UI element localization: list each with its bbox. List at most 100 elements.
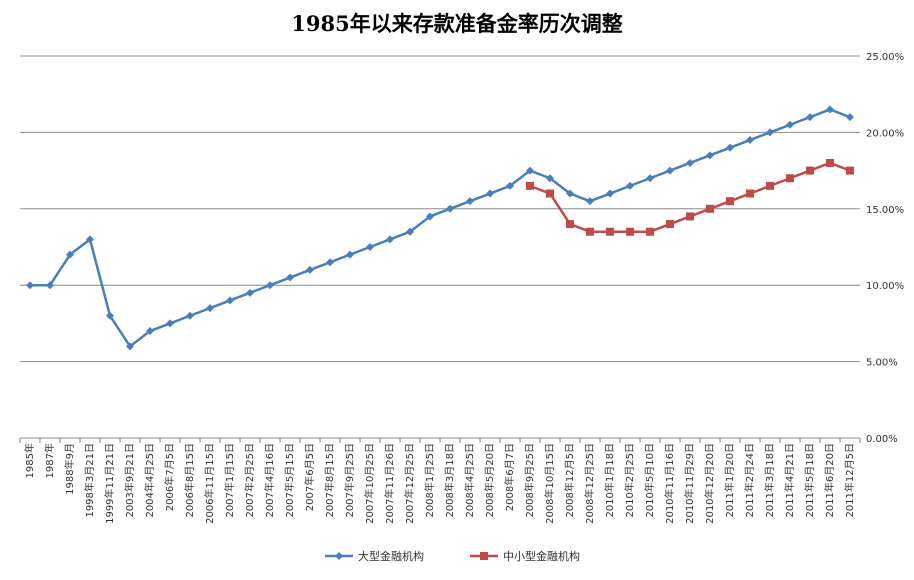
data-point-marker	[786, 174, 794, 183]
data-point-marker	[166, 319, 174, 328]
series-line-1	[30, 108, 851, 348]
x-tick-label: 2011年5月18日	[803, 443, 816, 518]
x-tick-label: 2007年11月26日	[383, 443, 396, 524]
x-tick-label: 2007年2月25日	[243, 443, 256, 518]
data-point-marker	[26, 281, 34, 290]
x-tick-label: 2008年6月7日	[503, 443, 516, 511]
x-tick-label: 2011年2月24日	[743, 443, 756, 518]
x-tick-label: 2008年3月18日	[443, 443, 456, 518]
data-point-marker	[266, 281, 274, 290]
x-tick-label: 2007年10月25日	[363, 443, 376, 524]
data-point-marker	[86, 235, 94, 244]
data-point-marker	[486, 189, 494, 198]
data-point-marker	[106, 311, 114, 320]
data-point-marker	[306, 265, 314, 274]
data-point-marker	[386, 235, 394, 244]
data-point-marker	[626, 227, 634, 236]
x-tick-label: 2006年8月15日	[183, 443, 196, 518]
legend-marker	[480, 552, 488, 560]
data-point-marker	[706, 151, 714, 160]
x-tick-label: 2008年4月25日	[463, 443, 476, 518]
data-point-marker	[406, 227, 414, 236]
x-tick-label: 2003年9月21日	[123, 443, 136, 518]
x-tick-label: 2010年1月18日	[603, 443, 616, 518]
data-point-marker	[606, 189, 614, 198]
x-tick-label: 2010年12月20日	[703, 443, 716, 524]
data-point-marker	[766, 128, 774, 137]
x-tick-label: 2007年9月25日	[343, 443, 356, 518]
x-tick-label: 2007年6月5日	[303, 443, 316, 511]
data-point-marker	[526, 181, 534, 190]
x-tick-label: 2011年12月5日	[843, 443, 856, 518]
data-point-marker	[426, 212, 434, 221]
y-tick-label: 20.00%	[866, 128, 904, 139]
data-point-marker	[686, 158, 694, 167]
data-point-marker	[226, 296, 234, 305]
y-tick-label: 0.00%	[866, 434, 898, 445]
data-point-marker	[766, 181, 774, 190]
x-tick-label: 2011年6月20日	[823, 443, 836, 518]
data-point-marker	[346, 250, 354, 259]
x-tick-label: 2011年3月18日	[763, 443, 776, 518]
data-point-marker	[646, 227, 654, 236]
data-point-marker	[626, 181, 634, 190]
legend-entry: 大型金融机构	[358, 549, 424, 563]
data-point-marker	[726, 197, 734, 206]
x-tick-label: 2010年11月16日	[663, 443, 676, 524]
x-tick-label: 2008年12月5日	[563, 443, 576, 518]
data-point-marker	[586, 227, 594, 236]
x-tick-label: 2010年5月10日	[643, 443, 656, 518]
x-tick-label: 2010年11月29日	[683, 443, 696, 524]
data-point-marker	[726, 143, 734, 152]
data-point-marker	[666, 220, 674, 229]
x-tick-label: 2008年9月25日	[523, 443, 536, 518]
x-tick-label: 1987年	[43, 443, 56, 478]
y-tick-label: 15.00%	[866, 205, 904, 216]
legend-marker	[335, 552, 343, 560]
data-point-marker	[846, 166, 854, 175]
data-point-marker	[686, 212, 694, 221]
data-point-marker	[546, 189, 554, 198]
x-tick-label: 2011年4月21日	[783, 443, 796, 518]
data-point-marker	[186, 311, 194, 320]
x-tick-label: 2006年7月5日	[163, 443, 176, 511]
data-point-marker	[446, 204, 454, 213]
data-point-marker	[646, 174, 654, 183]
data-point-marker	[146, 327, 154, 336]
data-point-marker	[666, 166, 674, 175]
chart-title: 1985年以来存款准备金率历次调整	[291, 11, 623, 36]
data-point-marker	[566, 189, 574, 198]
data-point-marker	[546, 174, 554, 183]
x-tick-label: 2008年12月25日	[583, 443, 596, 524]
data-point-marker	[786, 120, 794, 129]
x-tick-label: 2004年4月25日	[143, 443, 156, 518]
data-point-marker	[846, 113, 854, 122]
data-point-marker	[366, 243, 374, 251]
x-tick-label: 2007年4月16日	[263, 443, 276, 518]
x-tick-label: 2008年5月20日	[483, 443, 496, 518]
data-point-marker	[286, 273, 294, 282]
x-tick-label: 2006年11月15日	[203, 443, 216, 524]
legend-entry: 中小型金融机构	[503, 549, 580, 563]
x-tick-label: 2007年8月15日	[323, 443, 336, 518]
x-tick-label: 2007年5月15日	[283, 443, 296, 518]
x-tick-label: 2008年1月25日	[423, 443, 436, 518]
x-tick-label: 1985年	[23, 443, 36, 478]
data-point-marker	[66, 250, 74, 259]
x-tick-label: 2008年10月15日	[543, 443, 556, 524]
data-point-marker	[826, 158, 834, 167]
data-point-marker	[526, 166, 534, 175]
data-point-marker	[806, 113, 814, 122]
data-point-marker	[206, 304, 214, 313]
data-point-marker	[746, 136, 754, 145]
data-point-marker	[326, 258, 334, 267]
x-tick-label: 2010年2月25日	[623, 443, 636, 518]
data-point-marker	[586, 197, 594, 206]
y-tick-label: 25.00%	[866, 52, 904, 63]
x-tick-label: 2007年1月15日	[223, 443, 236, 518]
data-point-marker	[746, 189, 754, 198]
data-point-marker	[466, 197, 474, 206]
x-tick-label: 1999年11月21日	[103, 443, 116, 524]
